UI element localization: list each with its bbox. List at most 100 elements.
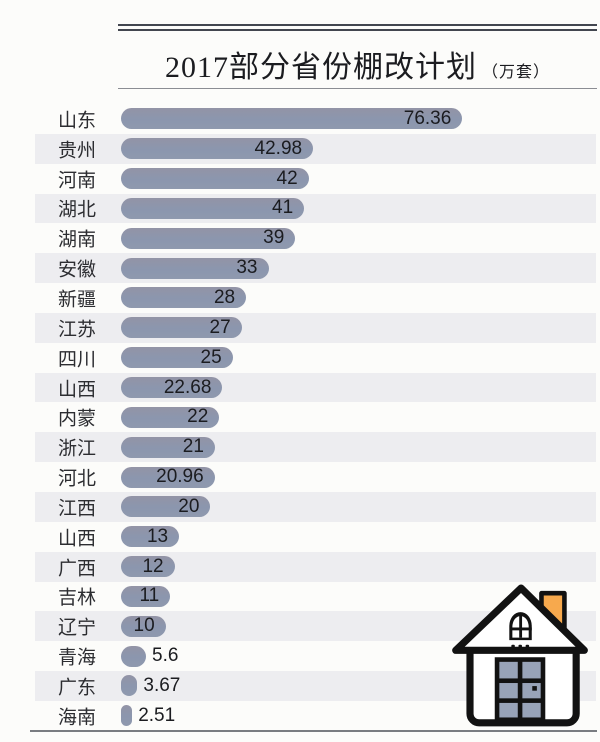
house-door-handle xyxy=(532,686,537,691)
bar-track: 41 xyxy=(121,194,600,224)
province-label: 山东 xyxy=(58,110,97,132)
bar: 28 xyxy=(121,286,247,309)
province-label: 安徽 xyxy=(58,259,97,281)
bar-track: 20.96 xyxy=(121,462,600,492)
bar-track: 2.51 xyxy=(121,701,600,731)
bar-value: 10 xyxy=(133,615,155,637)
chart-row: 山西 22.68 xyxy=(0,372,600,403)
bar-value: 3.67 xyxy=(143,674,181,696)
bar-track: 39 xyxy=(121,223,600,253)
chart-row: 山西 13 xyxy=(0,522,600,552)
bar: 20.96 xyxy=(121,466,215,488)
bar xyxy=(121,675,138,697)
bar-track: 12 xyxy=(121,552,600,582)
chart-row: 青海 5.6 xyxy=(0,641,600,671)
province-label: 河北 xyxy=(58,468,97,490)
bar: 41 xyxy=(121,197,305,219)
chart-bottom-rule xyxy=(30,730,597,732)
bar-track: 20 xyxy=(121,492,600,522)
bar: 10 xyxy=(121,615,166,637)
chart-title: 2017部分省份棚改计划 （万套） xyxy=(118,42,597,86)
chart-row: 海南 2.51 xyxy=(0,701,600,731)
chart-row: 安徽 33 xyxy=(0,253,600,283)
bar-track: 28 xyxy=(121,283,600,313)
chart-row: 浙江 21 xyxy=(0,432,600,462)
province-label: 内蒙 xyxy=(58,408,97,430)
province-label: 新疆 xyxy=(58,289,97,311)
province-label: 湖南 xyxy=(58,229,97,251)
chart-row: 湖北 41 xyxy=(0,193,600,224)
bar: 22.68 xyxy=(121,376,223,399)
bar-track: 22.68 xyxy=(121,373,600,403)
chart-row: 山东 76.36 xyxy=(0,104,600,134)
bar-track: 33 xyxy=(121,253,600,283)
province-label: 青海 xyxy=(58,647,97,669)
province-label: 湖北 xyxy=(58,199,97,221)
chart-row: 湖南 39 xyxy=(0,223,600,253)
chart-title-text: 2017部分省份棚改计划 xyxy=(164,51,477,84)
bar: 11 xyxy=(121,585,171,607)
province-label: 广东 xyxy=(58,677,97,699)
bar-track: 13 xyxy=(121,522,600,552)
bar-value: 11 xyxy=(139,585,160,607)
province-label: 山西 xyxy=(58,528,97,550)
chart-unit-label: （万套） xyxy=(481,64,550,81)
bar: 13 xyxy=(121,525,180,548)
bar-value: 21 xyxy=(182,436,204,458)
bar-value: 2.51 xyxy=(138,704,176,726)
bar: 33 xyxy=(121,257,269,279)
chart-row: 新疆 28 xyxy=(0,283,600,313)
bar-track: 76.36 xyxy=(121,104,600,134)
bar-value: 28 xyxy=(213,286,236,308)
bar: 42.98 xyxy=(121,137,314,160)
bar-value: 22 xyxy=(187,406,209,428)
chart-row: 内蒙 22 xyxy=(0,402,600,432)
bar: 21 xyxy=(121,436,215,458)
bar-track: 11 xyxy=(121,582,600,612)
chart-row: 四川 25 xyxy=(0,343,600,373)
province-label: 贵州 xyxy=(58,140,97,162)
province-label: 辽宁 xyxy=(58,617,97,639)
province-label: 山西 xyxy=(58,379,97,401)
bar-value: 42.98 xyxy=(254,137,303,159)
house-dot xyxy=(525,644,530,649)
bar-value: 13 xyxy=(146,525,169,547)
province-label: 江西 xyxy=(58,498,97,520)
bar-track: 42 xyxy=(121,164,600,194)
chart-row: 河北 20.96 xyxy=(0,462,600,492)
bar xyxy=(121,645,146,667)
province-label: 吉林 xyxy=(58,587,97,609)
bar-value: 22.68 xyxy=(163,376,212,398)
bar-track: 25 xyxy=(121,343,600,373)
chart-row: 广西 12 xyxy=(0,551,600,582)
province-label: 河南 xyxy=(58,170,97,192)
header-top-rule-line1 xyxy=(118,24,597,26)
bar-track: 5.6 xyxy=(121,641,600,671)
bar-value: 12 xyxy=(142,555,164,577)
province-label: 四川 xyxy=(58,349,97,371)
chart-row: 贵州 42.98 xyxy=(0,133,600,164)
chart-row: 吉林 11 xyxy=(0,582,600,612)
bar-value: 20 xyxy=(178,495,200,517)
bar: 42 xyxy=(121,168,309,190)
header-top-rule xyxy=(118,24,597,31)
bar: 22 xyxy=(121,406,220,428)
bar-value: 27 xyxy=(209,316,231,338)
chart-row: 江苏 27 xyxy=(0,312,600,343)
province-label: 江苏 xyxy=(58,319,97,341)
house-dot xyxy=(511,644,515,649)
house-dot xyxy=(518,644,522,649)
bar-track: 22 xyxy=(121,402,600,432)
bar: 27 xyxy=(121,316,242,339)
bar-value: 25 xyxy=(200,346,222,368)
bar xyxy=(121,705,133,727)
bar: 12 xyxy=(121,555,175,578)
house-icon xyxy=(452,584,588,727)
bar-value: 41 xyxy=(272,197,294,219)
bar: 76.36 xyxy=(121,108,463,130)
bar: 25 xyxy=(121,346,233,369)
bar-value: 33 xyxy=(236,257,258,279)
province-label: 广西 xyxy=(58,558,97,580)
bar-track: 27 xyxy=(121,313,600,343)
